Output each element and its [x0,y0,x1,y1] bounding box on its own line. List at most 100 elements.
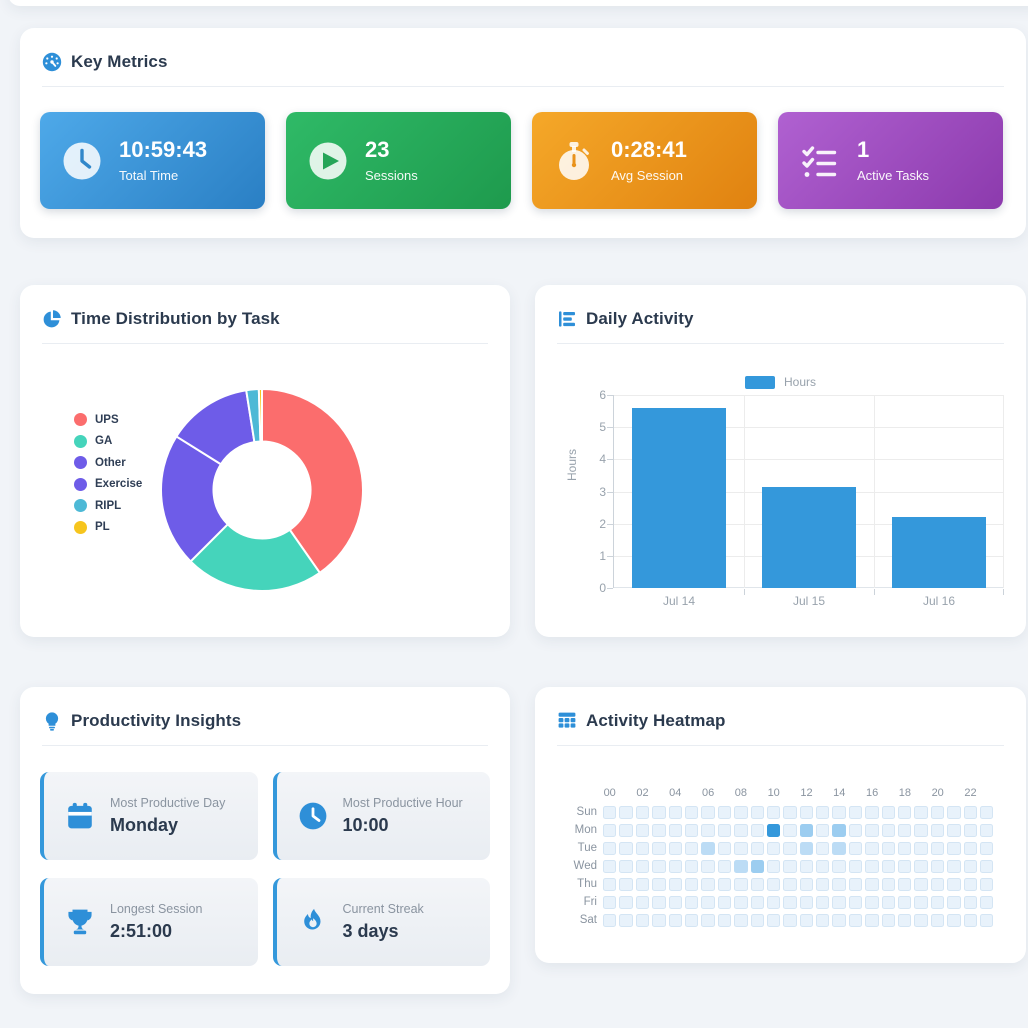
legend-item[interactable]: RIPL [74,499,142,512]
heatmap-cell [635,842,650,855]
heatmap-cell [603,878,617,891]
heatmap-cell [914,914,928,927]
y-axis-tick-label: 3 [599,484,606,499]
heatmap-cell [619,914,633,927]
heatmap-cell [603,914,617,927]
heatmap-cell [816,914,830,927]
flame-icon [298,907,328,937]
donut-chart[interactable] [157,385,367,595]
heatmap-cell [914,806,928,819]
heatmap-cell [750,878,764,891]
heatmap-cell [619,806,633,819]
legend-item[interactable]: PL [74,520,142,534]
legend-item[interactable]: UPS [74,413,142,426]
y-axis-tick [607,588,613,589]
heatmap-cell [947,806,961,819]
y-axis-tick-label: 1 [599,548,606,563]
productivity-insights-header: Productivity Insights [20,687,510,731]
heatmap-cell [766,878,781,891]
donut-slice [189,522,322,592]
heatmap-cell [963,842,977,855]
metrics-row: 10:59:43 Total Time 23 Sessions 0:28:41 Avg S… [40,112,1003,209]
heatmap-cell [865,878,879,891]
insights-grid: Most Productive Day Monday Most Productive… [40,772,490,966]
heatmap-cell [684,878,699,891]
metric-value: 1 [857,137,870,163]
y-axis-title: Hours [565,448,579,481]
heatmap-cell [701,842,715,855]
heatmap-cell [684,914,699,927]
heatmap-cell [734,878,748,891]
bar-chart-plot[interactable]: 0 1 2 3 4 5 6 Jul 14 Jul 15 Jul 16 [599,388,1004,608]
legend-label: Hours [783,375,816,389]
heatmap-cell [750,842,764,855]
heatmap-cell [963,914,977,927]
heatmap-cell [963,824,977,837]
heatmap-cell [799,842,814,855]
heatmap-cell [734,860,748,873]
insight-value: 2:51:00 [110,921,173,941]
heatmap-cell [979,860,994,873]
legend-dot [74,477,87,491]
legend-label: UPS [95,413,119,426]
heatmap-cell [734,806,748,819]
heatmap-day-label: Mon [574,824,597,836]
heatmap-hour-label: 16 [865,787,879,799]
y-axis-tick [607,395,613,396]
heatmap-cell [783,914,797,927]
heatmap-cell [635,860,650,873]
insight-card: Current Streak 3 days [272,878,490,966]
heatmap-cell [668,896,682,909]
metric-text: 23 Sessions [365,138,418,182]
metric-value: 0:28:41 [611,137,687,163]
heatmap-cell [635,896,650,909]
legend-label: Exercise [95,478,143,490]
heatmap-cell [848,878,863,891]
time-distribution-card: Time Distribution by Task UPS GA Other Exer… [20,285,510,637]
heatmap-cell [848,842,863,855]
donut-slice [257,387,263,443]
heatmap-grid[interactable] [603,806,994,927]
divider [42,86,1004,87]
metric-label: Total Time [119,167,179,183]
heatmap-cell [865,806,879,819]
legend-item[interactable]: Exercise [74,477,143,491]
legend-dot [74,456,87,469]
calendar-icon [65,801,95,831]
heatmap-cell [603,824,617,837]
heatmap-cell [881,806,896,819]
bar-chart-legend[interactable]: Hours [535,375,1026,389]
heatmap-cell [750,896,764,909]
heatmap-cell [734,842,748,855]
heatmap-cell [848,860,863,873]
metric-text: 0:28:41 Avg Session [611,138,687,182]
heatmap-cell [930,842,945,855]
heatmap-cell [652,842,666,855]
heatmap-cell [963,896,977,909]
play-icon [306,139,350,183]
heatmap-cell [930,878,945,891]
metric-value: 10:59:43 [119,137,208,163]
heatmap-cell [799,896,814,909]
x-axis-label: Jul 16 [922,594,956,608]
heatmap-cell [816,842,830,855]
heatmap-hour-label: 00 [603,787,616,799]
grid-line [874,395,875,588]
heatmap-cell [684,806,699,819]
heatmap-cell [734,824,748,837]
heatmap-cell [652,896,666,909]
x-axis-tick [874,589,875,595]
y-axis-tick [607,491,613,493]
heatmap-cell [652,806,666,819]
heatmap-cell [652,878,666,891]
heatmap-cell [701,896,715,909]
legend-item[interactable]: GA [74,434,142,448]
section-title: Daily Activity [586,309,694,328]
heatmap-cell [603,860,617,873]
heatmap-cell [914,842,928,855]
heatmap-cell [766,914,781,927]
y-axis-tick [607,555,613,557]
legend-item[interactable]: Other [74,456,142,469]
heatmap-cell [881,896,896,909]
metric-text: 10:59:43 Total Time [119,138,207,182]
